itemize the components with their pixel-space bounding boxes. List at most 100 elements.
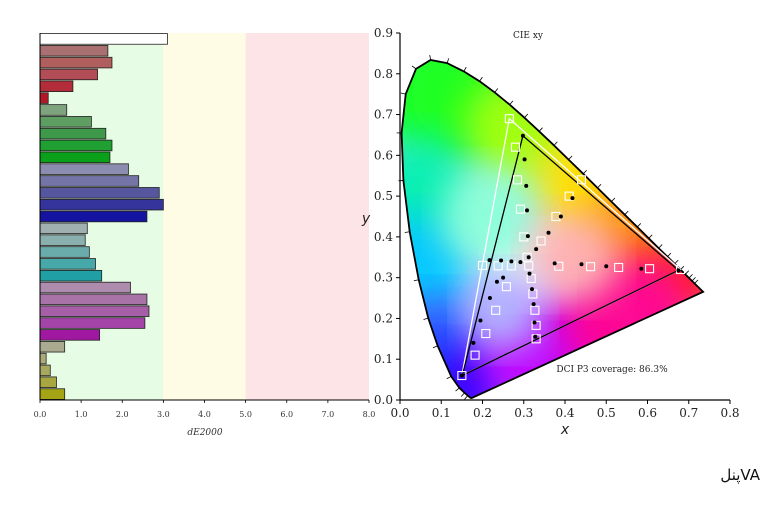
measured-point [488, 258, 492, 262]
wavelength-tick [649, 235, 653, 239]
cie-x-tick-label: 0.4 [555, 406, 574, 420]
bar [40, 34, 167, 45]
measured-point [524, 184, 528, 188]
cie-y-tick-label: 0.8 [374, 67, 393, 81]
measured-point [518, 260, 522, 264]
bar [40, 377, 56, 388]
color-region [528, 212, 618, 302]
wavelength-tick [675, 260, 679, 264]
measured-point [604, 264, 608, 268]
bar [40, 199, 163, 210]
measured-point [526, 234, 530, 238]
bar [40, 294, 147, 305]
wavelength-tick [637, 223, 641, 227]
measured-point [532, 321, 536, 325]
panel-type-caption: پنلVA [690, 466, 760, 484]
measured-point [639, 267, 643, 271]
cie-y-tick-label: 0.7 [374, 108, 393, 122]
cie-y-axis-label: y [361, 211, 371, 227]
bar [40, 306, 149, 317]
measured-point [553, 261, 557, 265]
measured-point [499, 259, 503, 263]
cie-y-tick-label: 0.2 [374, 311, 393, 325]
wavelength-tick [456, 388, 460, 391]
wavelength-tick [659, 245, 663, 249]
cie-x-tick-label: 0.0 [390, 406, 409, 420]
cie-y-tick-label: 0.9 [374, 26, 393, 40]
bar [40, 57, 112, 68]
measured-point [509, 259, 513, 263]
bar [40, 270, 102, 281]
cie-x-tick-label: 0.5 [597, 406, 616, 420]
wavelength-tick [495, 88, 498, 92]
wavelength-tick [689, 274, 693, 278]
bar-x-axis-label: dE2000 [187, 428, 223, 438]
bar-x-tick-label: 1.0 [75, 410, 88, 419]
bar-x-tick-label: 0.0 [34, 410, 47, 419]
bar [40, 176, 139, 187]
measured-point [528, 272, 532, 276]
cie-x-tick-label: 0.3 [514, 406, 533, 420]
wavelength-tick [510, 101, 513, 105]
bar [40, 128, 106, 139]
bar [40, 211, 147, 222]
bar [40, 116, 91, 127]
bar [40, 81, 73, 92]
dci-p3-coverage-annotation: DCI P3 coverage: 86.3% [556, 365, 668, 375]
bar [40, 164, 128, 175]
wavelength-tick [447, 58, 449, 63]
wavelength-tick [685, 271, 689, 275]
bar [40, 140, 112, 151]
tolerance-zone [163, 33, 245, 400]
cie-x-tick-label: 0.7 [679, 406, 698, 420]
bar-x-tick-label: 5.0 [239, 410, 252, 419]
cie-y-tick-label: 0.6 [374, 148, 393, 162]
measured-point [478, 318, 482, 322]
wavelength-tick [414, 280, 419, 281]
measured-point [521, 134, 525, 138]
measured-point [495, 280, 499, 284]
wavelength-tick [401, 93, 406, 94]
cie-y-tick-label: 0.3 [374, 271, 393, 285]
wavelength-tick [464, 67, 466, 71]
bar [40, 69, 98, 80]
cie-x-tick-label: 0.6 [638, 406, 657, 420]
measured-point [488, 296, 492, 300]
measured-point [580, 262, 584, 266]
measured-point [534, 247, 538, 251]
bar [40, 223, 87, 234]
wavelength-tick [681, 266, 685, 270]
measured-point [559, 215, 563, 219]
bar [40, 365, 50, 376]
wavelength-tick [695, 280, 699, 284]
bar [40, 389, 65, 400]
bar [40, 105, 67, 116]
bar [40, 341, 65, 352]
measured-point [501, 276, 505, 280]
cie-y-tick-label: 0.0 [374, 393, 393, 407]
cie-x-tick-label: 0.1 [432, 406, 451, 420]
bar [40, 93, 48, 104]
bar [40, 259, 96, 270]
measured-point [525, 208, 529, 212]
measured-point [532, 302, 536, 306]
cie-y-ticks: 0.00.10.20.30.40.50.60.70.80.9 [374, 26, 400, 407]
cie-x-axis-label: x [560, 422, 570, 438]
measured-point [460, 374, 464, 378]
bar-x-tick-label: 4.0 [198, 410, 211, 419]
cie-x-tick-label: 0.2 [473, 406, 492, 420]
wavelength-tick [611, 198, 615, 202]
wavelength-tick [430, 55, 431, 60]
bar-x-tick-label: 7.0 [322, 410, 335, 419]
bar-x-tick-label: 3.0 [157, 410, 170, 419]
cie-title: CIE xy [513, 31, 544, 41]
wavelength-tick [412, 66, 416, 69]
measured-point [547, 231, 551, 235]
wavelength-tick [465, 396, 468, 400]
measured-point [530, 287, 534, 291]
